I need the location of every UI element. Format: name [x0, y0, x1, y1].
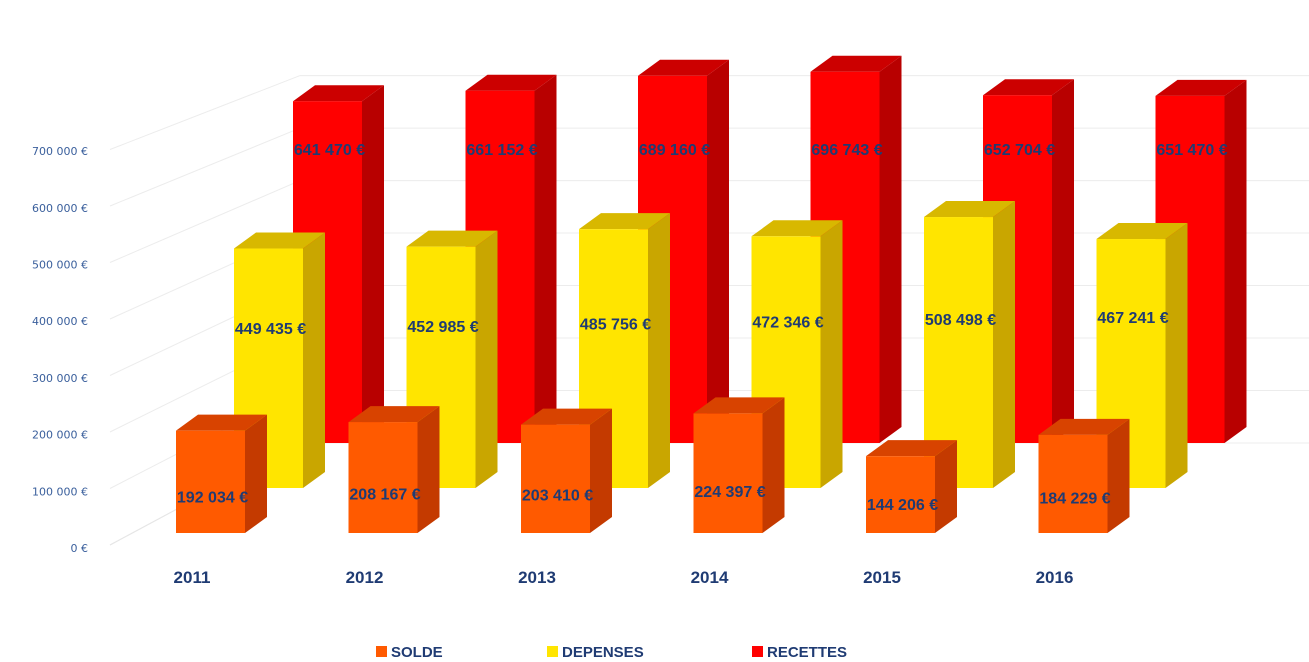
bar-face [866, 456, 935, 533]
data-label: 203 410 € [522, 487, 593, 504]
bar-top [176, 414, 267, 431]
bar-solde-2014: 224 397 € [693, 397, 785, 533]
data-label: 485 756 € [580, 317, 651, 334]
bar-side [417, 406, 440, 533]
data-label: 508 498 € [925, 312, 996, 329]
y-tick-label: 0 € [71, 542, 89, 555]
bar-side [475, 230, 498, 488]
bar-side [303, 232, 325, 488]
bar-top [983, 79, 1074, 96]
y-tick-label: 200 000 € [32, 429, 88, 442]
bar-top [1038, 418, 1130, 435]
bar-top [521, 408, 612, 425]
legend-item-recettes: RECETTES [752, 644, 847, 661]
data-label: 208 167 € [349, 487, 420, 504]
bar-side [879, 55, 902, 444]
bar-top [1155, 79, 1247, 96]
y-tick-label: 100 000 € [32, 485, 88, 498]
bar-face [1038, 434, 1108, 533]
bar-depenses-2013: 485 756 € [579, 213, 670, 489]
data-label: 641 470 € [294, 142, 365, 159]
bar-recettes-2015: 652 704 € [983, 79, 1074, 443]
data-label: 449 435 € [235, 321, 306, 338]
bar-side [707, 59, 729, 443]
legend: SOLDE DEPENSES RECETTES [376, 644, 847, 661]
x-tick-label: 2013 [518, 568, 556, 587]
y-tick-label: 500 000 € [32, 259, 88, 272]
bar-solde-2016: 184 229 € [1038, 418, 1130, 533]
bar-top [465, 74, 557, 91]
bar-side [245, 414, 267, 533]
bar-face [348, 422, 418, 533]
bar-side [590, 408, 612, 533]
bar-top [348, 406, 440, 423]
bar-side [648, 213, 670, 489]
data-label: 224 397 € [694, 484, 765, 501]
data-label: 184 229 € [1039, 491, 1110, 508]
bar-side [1165, 223, 1188, 489]
legend-label: DEPENSES [562, 644, 644, 661]
bar-face [693, 413, 763, 533]
bar-side [993, 201, 1015, 488]
bar-top [579, 213, 670, 230]
legend-swatch [752, 646, 763, 657]
bar-side [1224, 79, 1247, 443]
bar-side [534, 74, 557, 443]
data-label: 472 346 € [752, 314, 823, 331]
x-tick-label: 2014 [691, 568, 729, 587]
data-label: 689 160 € [639, 142, 710, 159]
bar-top [234, 232, 325, 249]
bar-solde-2015: 144 206 € [866, 440, 957, 533]
legend-swatch [376, 646, 387, 657]
bar-top [638, 59, 729, 76]
bars: 641 470 € 661 152 € 689 160 € 696 743 € 652 … [176, 55, 1247, 533]
data-label: 452 985 € [407, 319, 478, 336]
bar-side [820, 220, 843, 488]
bar-side [1107, 418, 1130, 533]
y-tick-label: 300 000 € [32, 372, 88, 385]
bar-solde-2013: 203 410 € [521, 408, 612, 533]
data-label: 192 034 € [177, 489, 248, 506]
y-tick-label: 400 000 € [32, 315, 88, 328]
x-tick-label: 2011 [174, 568, 211, 587]
data-label: 467 241 € [1097, 310, 1168, 327]
y-tick-label: 700 000 € [32, 145, 88, 158]
bar-top [1096, 223, 1188, 240]
legend-label: SOLDE [391, 644, 443, 661]
bar-top [693, 397, 785, 414]
bar-top [406, 230, 498, 247]
bar-top [751, 220, 843, 237]
bar-face [521, 424, 590, 533]
y-tick-label: 600 000 € [32, 202, 88, 215]
gridline-side [109, 75, 301, 150]
bar-top [866, 440, 957, 457]
data-label: 651 470 € [1156, 142, 1227, 159]
x-axis-tick-labels: 2011 2012 2013 2014 2015 2016 [174, 568, 1074, 587]
bar-side [935, 440, 957, 533]
x-tick-label: 2012 [346, 568, 384, 587]
legend-item-solde: SOLDE [376, 644, 443, 661]
gridline-side [109, 180, 301, 263]
data-label: 144 206 € [867, 497, 938, 514]
bar-face [176, 430, 245, 533]
legend-label: RECETTES [767, 644, 847, 661]
x-tick-label: 2016 [1036, 568, 1074, 587]
bar-solde-2012: 208 167 € [348, 406, 440, 533]
legend-item-depenses: DEPENSES [547, 644, 644, 661]
y-axis-tick-labels: 0 € 100 000 € 200 000 € 300 000 € 400 000 € 5… [32, 145, 88, 555]
bar-side [762, 397, 785, 533]
bar-solde-2011: 192 034 € [176, 414, 267, 533]
legend-swatch [547, 646, 558, 657]
bar-top [924, 201, 1015, 218]
gridline-side [109, 127, 301, 207]
data-label: 661 152 € [466, 142, 537, 159]
data-label: 652 704 € [984, 142, 1055, 159]
bar-top [293, 85, 384, 102]
data-label: 696 743 € [811, 142, 882, 159]
bar-side [362, 85, 384, 444]
bar-top [810, 55, 902, 72]
bar-side [1052, 79, 1074, 443]
x-tick-label: 2015 [863, 568, 901, 587]
